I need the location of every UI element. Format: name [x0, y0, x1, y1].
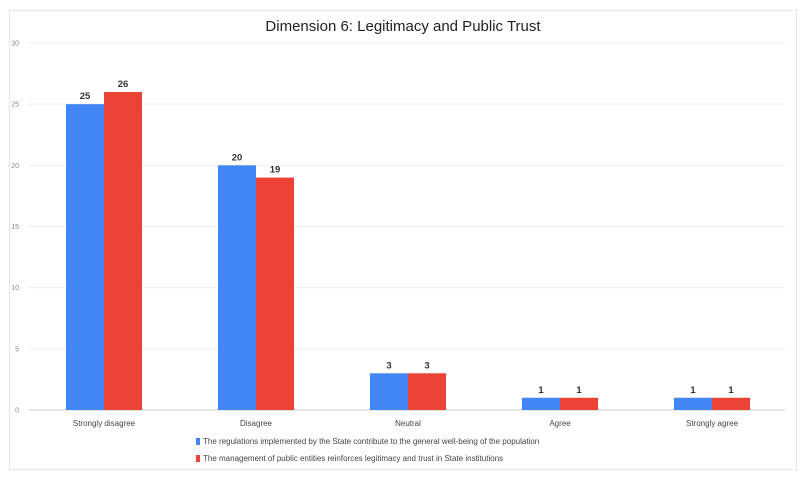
bar — [712, 397, 750, 410]
legend-swatch — [196, 455, 200, 462]
y-tick-label: 15 — [11, 224, 19, 231]
bar — [218, 165, 256, 410]
y-tick-label: 5 — [15, 346, 19, 353]
data-label: 1 — [728, 385, 734, 396]
legend-label: The regulations implemented by the State… — [203, 437, 539, 446]
y-tick-label: 0 — [15, 408, 19, 415]
data-label: 19 — [270, 165, 281, 176]
bar — [370, 373, 408, 410]
y-tick-label: 25 — [11, 102, 19, 109]
data-label: 26 — [118, 79, 129, 90]
data-label: 3 — [386, 360, 391, 371]
chart-frame — [9, 10, 797, 470]
data-label: 1 — [538, 385, 544, 396]
x-tick-label: Strongly agree — [686, 419, 739, 428]
data-label: 1 — [690, 385, 696, 396]
data-label: 20 — [232, 152, 243, 163]
data-label: 3 — [424, 360, 429, 371]
bar — [104, 91, 142, 410]
x-tick-label: Disagree — [240, 419, 273, 428]
legend-swatch — [196, 438, 200, 445]
x-tick-label: Neutral — [395, 419, 421, 428]
bar — [408, 373, 446, 410]
y-tick-label: 30 — [11, 41, 19, 48]
bar — [256, 177, 294, 410]
bar — [674, 397, 712, 410]
x-tick-label: Strongly disagree — [73, 419, 136, 428]
y-tick-label: 20 — [11, 163, 19, 170]
bar — [66, 104, 104, 411]
bar — [522, 397, 560, 410]
legend-label: The management of public entities reinfo… — [203, 454, 503, 463]
x-tick-label: Agree — [549, 419, 571, 428]
data-label: 25 — [80, 91, 91, 102]
y-tick-label: 10 — [11, 285, 19, 292]
chart-title: Dimension 6: Legitimacy and Public Trust — [265, 18, 541, 35]
bar — [560, 397, 598, 410]
data-label: 1 — [576, 385, 582, 396]
